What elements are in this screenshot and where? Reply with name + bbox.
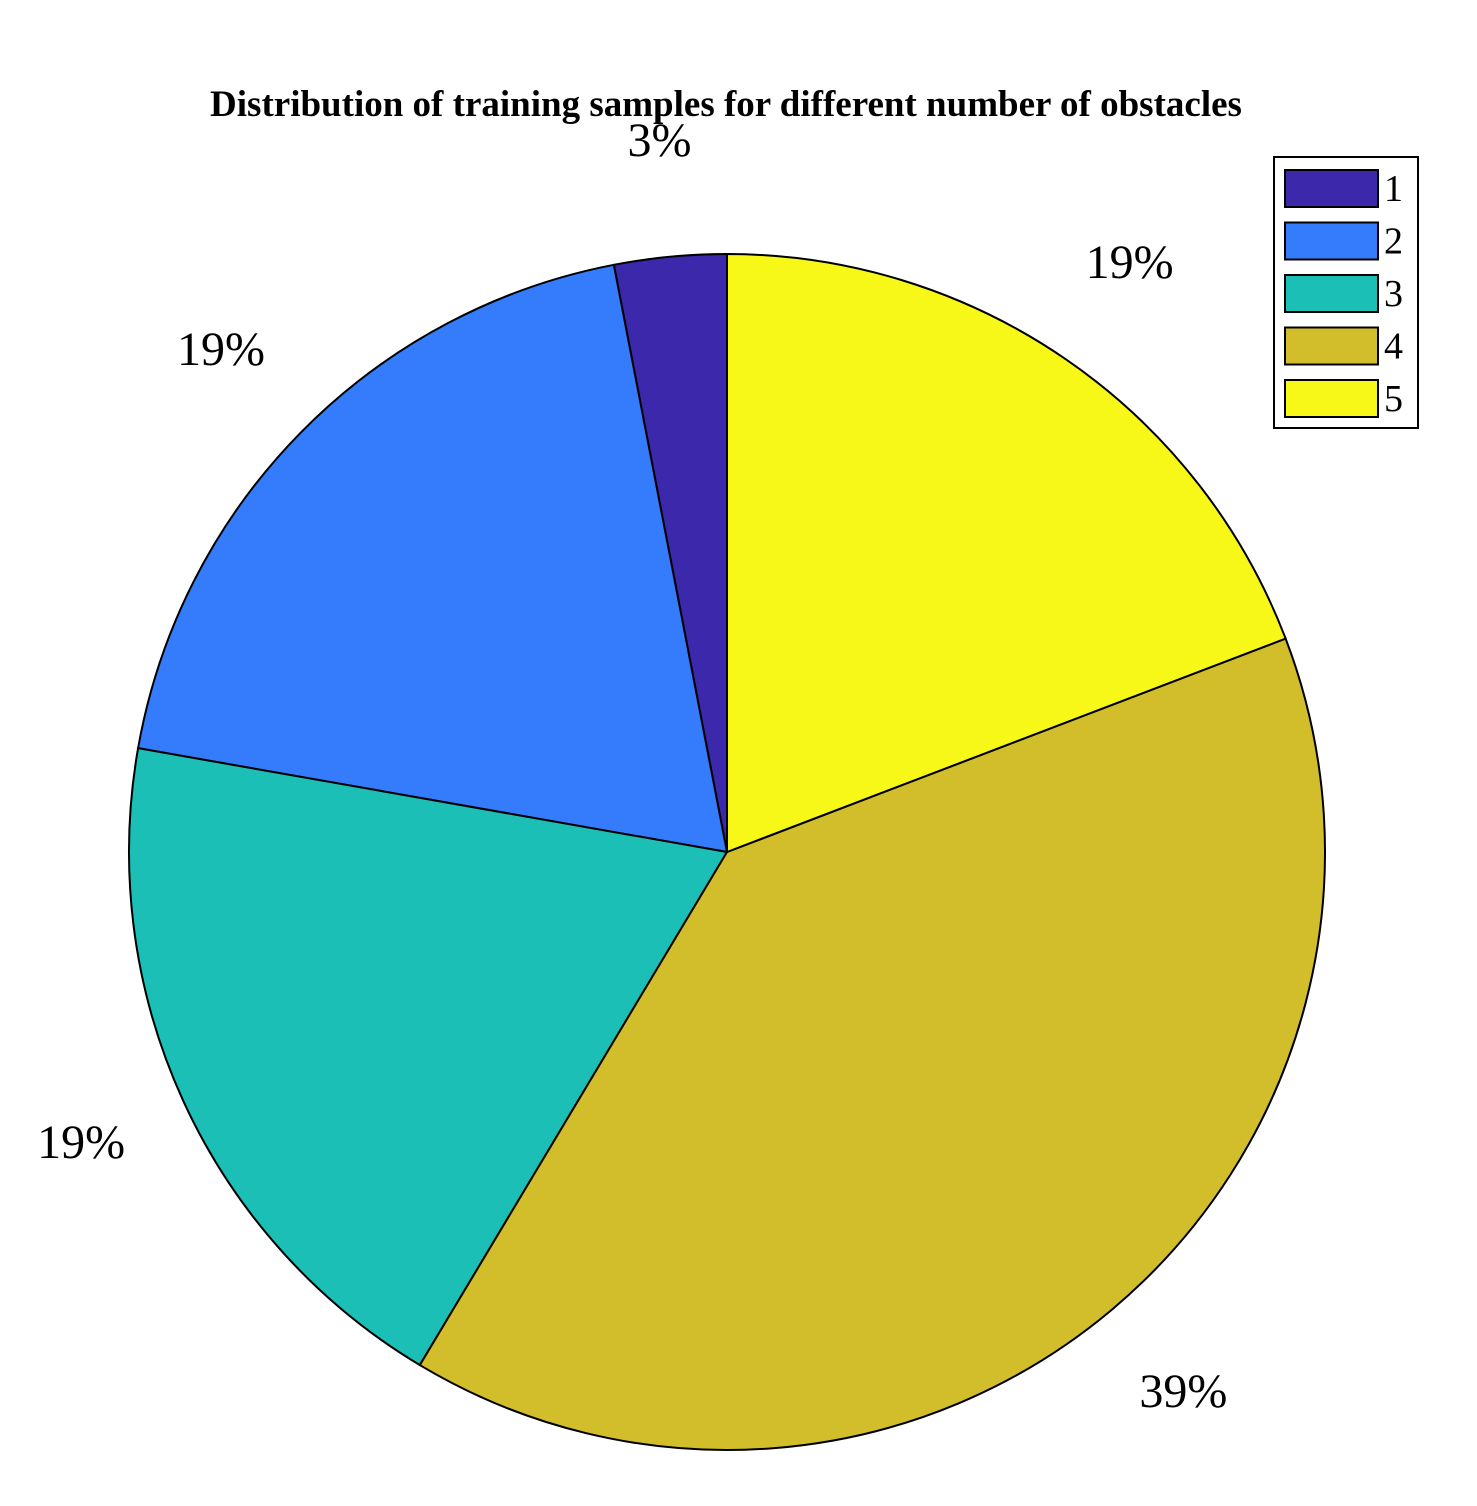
percent-label-5: 19% <box>1086 236 1174 289</box>
legend-swatch-1 <box>1284 169 1379 208</box>
percent-label-4: 39% <box>1139 1365 1227 1418</box>
pie-slice-3 <box>128 746 729 1367</box>
percent-labels: 3% 19% 19% 39% 19% <box>37 114 1227 1418</box>
legend-label-1: 1 <box>1384 168 1403 210</box>
legend-items: 1 2 3 4 5 <box>1284 168 1403 420</box>
legend: 1 2 3 4 5 <box>1273 156 1419 429</box>
pie-slice-5 <box>726 252 1287 854</box>
legend-label-5: 5 <box>1384 378 1403 420</box>
percent-label-1: 3% <box>628 114 692 167</box>
pie-slice-2 <box>136 263 729 854</box>
legend-swatch-4 <box>1284 326 1379 366</box>
percent-label-3: 19% <box>37 1116 125 1169</box>
legend-label-2: 2 <box>1384 221 1403 263</box>
pie-slice-4 <box>418 637 1326 1451</box>
percent-label-2: 19% <box>177 323 265 376</box>
legend-swatch-2 <box>1284 221 1379 261</box>
legend-label-3: 3 <box>1384 273 1403 315</box>
legend-swatch-5 <box>1284 379 1379 418</box>
legend-swatch-3 <box>1284 274 1379 313</box>
pie-slices <box>128 252 1326 1451</box>
chart-title: Distribution of training samples for dif… <box>210 84 1242 125</box>
legend-label-4: 4 <box>1384 326 1403 368</box>
